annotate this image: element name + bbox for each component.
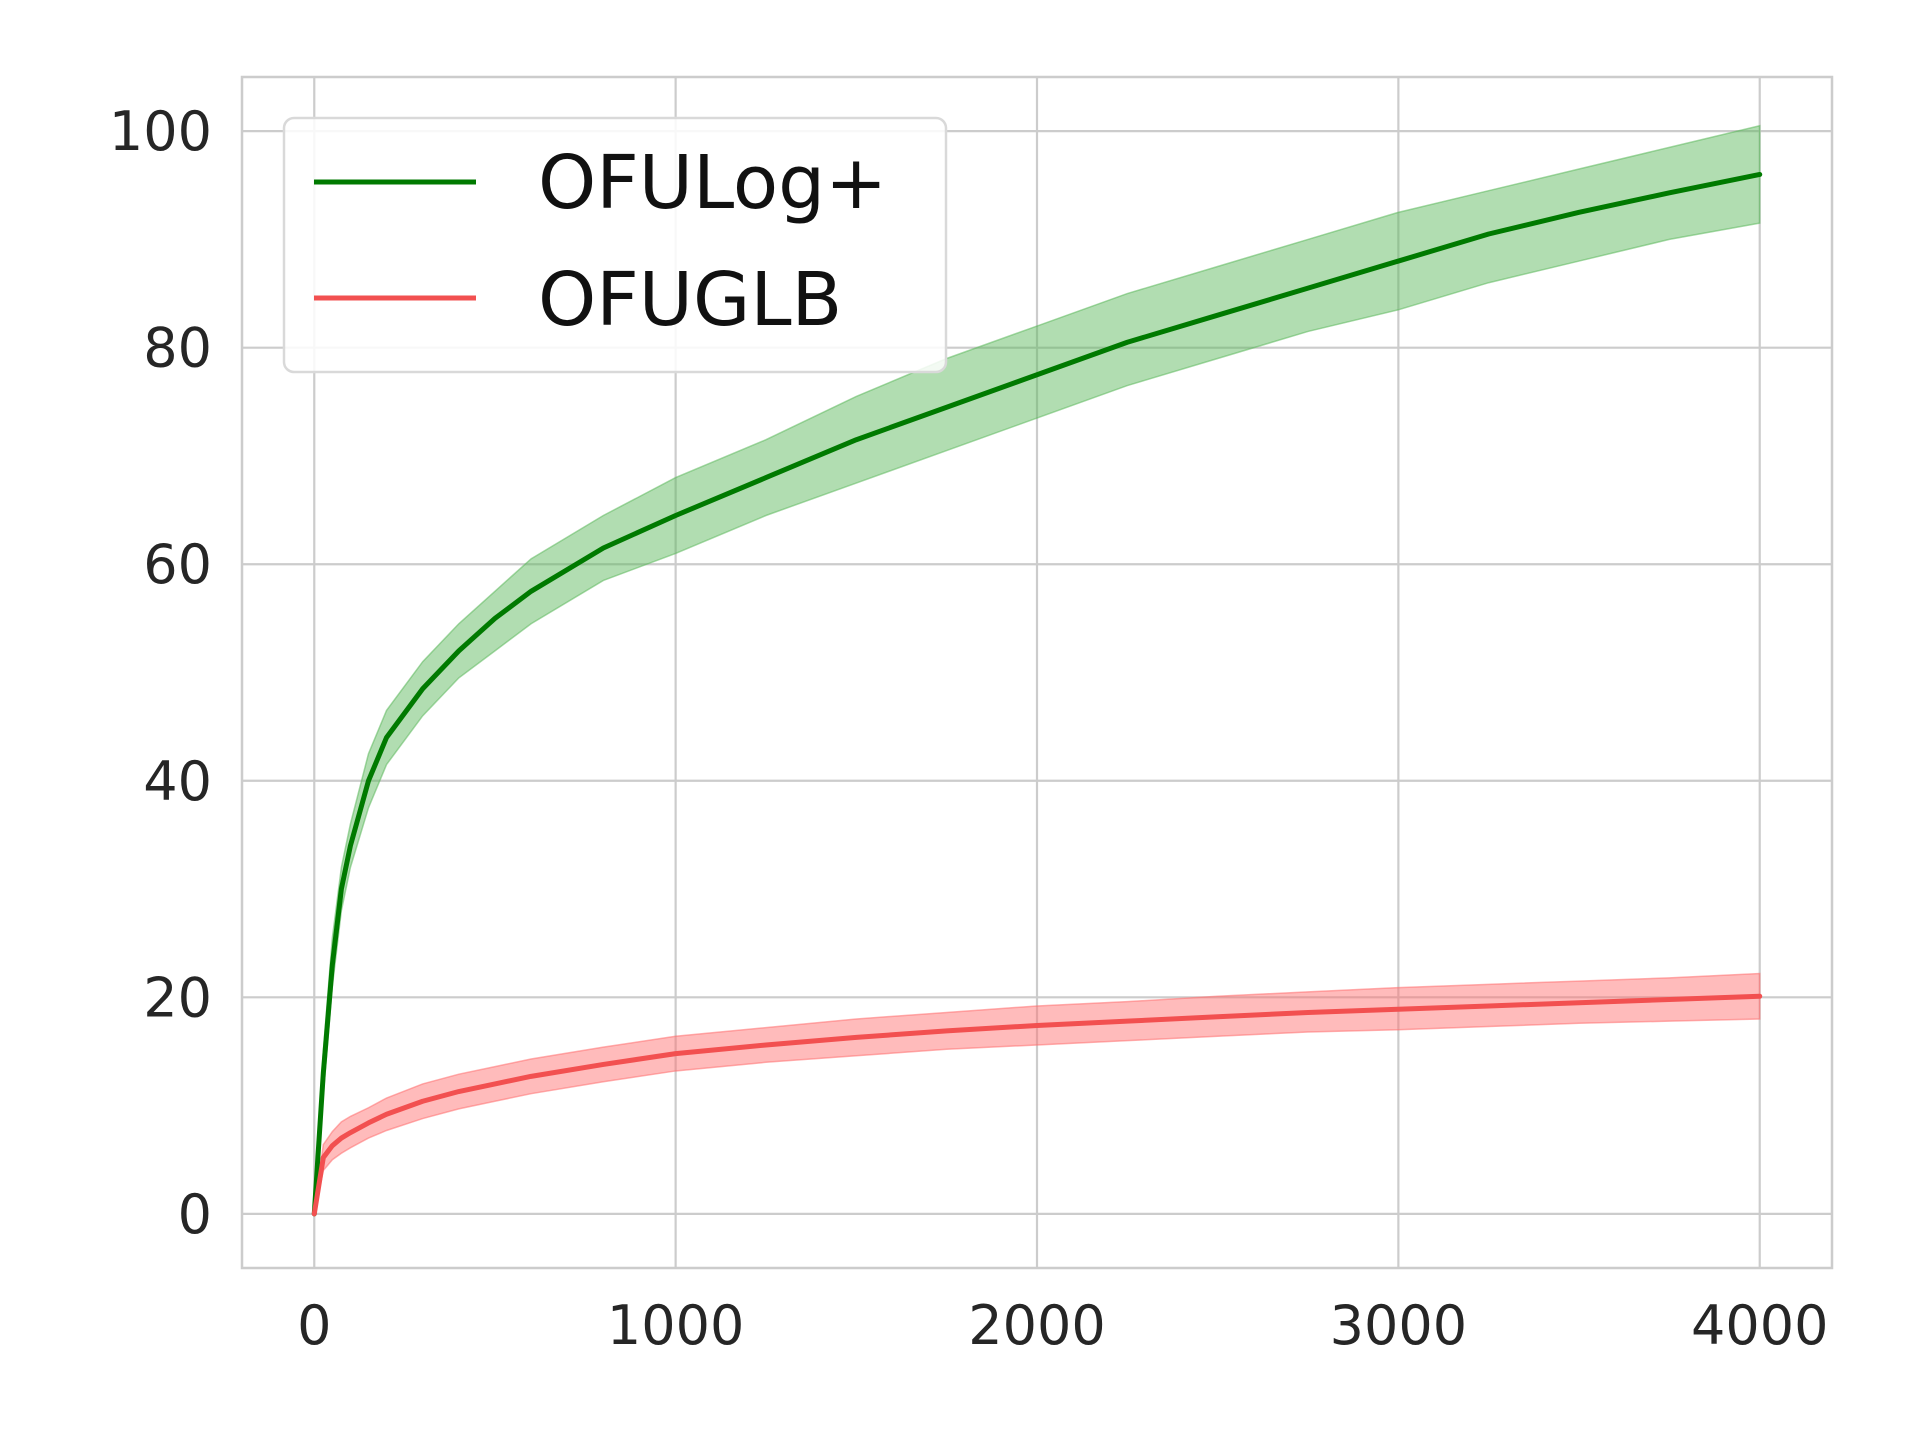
plot-frame: [240, 75, 1834, 1270]
x-tick-label: 4000: [1691, 1294, 1828, 1357]
x-tick-label: 1000: [607, 1294, 744, 1357]
y-tick-label: 100: [109, 100, 212, 163]
legend-label-ofulog-plus: OFULog+: [538, 140, 887, 226]
x-tick-label: 2000: [968, 1294, 1105, 1357]
legend: OFULog+ OFUGLB: [282, 116, 948, 374]
x-tick-label: 3000: [1330, 1294, 1467, 1357]
series-line-ofuglb: [311, 993, 1763, 1217]
y-tick-label: 40: [143, 750, 212, 813]
series-line-ofulog: [311, 171, 1763, 1217]
x-tick-label: 0: [297, 1294, 331, 1357]
y-tick-label: 20: [143, 966, 212, 1029]
series-lines: [311, 171, 1763, 1217]
y-tick-label: 80: [143, 317, 212, 380]
y-tick-label: 60: [143, 533, 212, 596]
legend-label-ofuglb: OFUGLB: [538, 257, 842, 343]
tick-labels: 0 1000 2000 3000 4000 0 20 40 60 80 100: [109, 100, 1829, 1357]
y-tick-label: 0: [178, 1183, 212, 1246]
